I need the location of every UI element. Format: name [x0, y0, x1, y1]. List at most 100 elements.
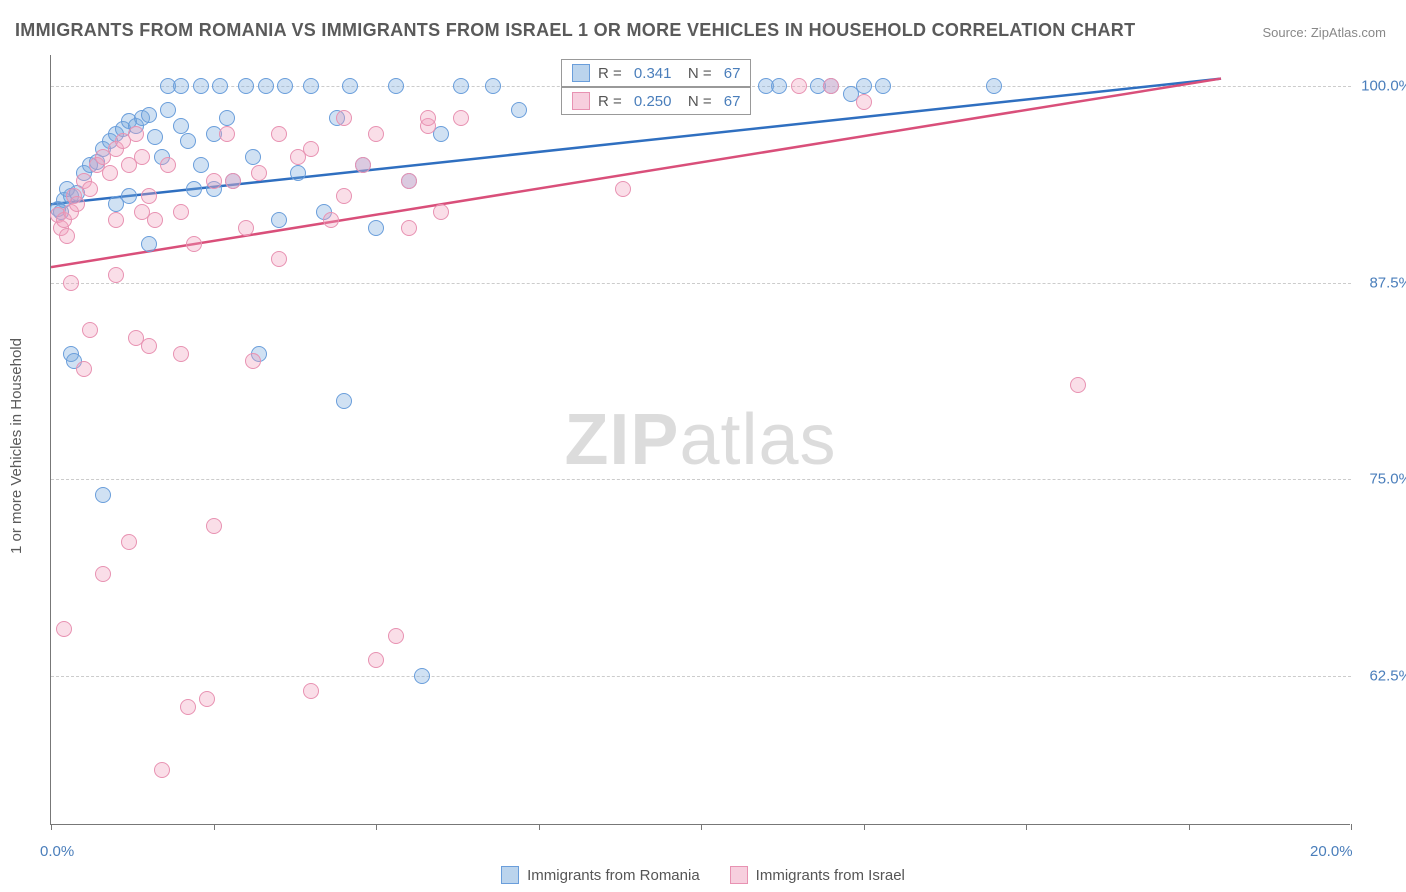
scatter-point — [141, 107, 157, 123]
chart-container: IMMIGRANTS FROM ROMANIA VS IMMIGRANTS FR… — [0, 0, 1406, 892]
scatter-point — [245, 149, 261, 165]
scatter-point — [82, 181, 98, 197]
scatter-point — [336, 110, 352, 126]
scatter-point — [290, 165, 306, 181]
scatter-point — [206, 173, 222, 189]
scatter-point — [453, 110, 469, 126]
legend-label-israel: Immigrants from Israel — [756, 867, 905, 884]
y-axis-label: 1 or more Vehicles in Household — [8, 338, 25, 554]
scatter-point — [271, 126, 287, 142]
x-label-left: 0.0% — [40, 843, 74, 860]
scatter-point — [141, 236, 157, 252]
scatter-point — [420, 110, 436, 126]
scatter-point — [63, 275, 79, 291]
scatter-point — [368, 652, 384, 668]
scatter-point — [69, 196, 85, 212]
scatter-point — [368, 126, 384, 142]
scatter-point — [823, 78, 839, 94]
scatter-point — [180, 133, 196, 149]
scatter-point — [1070, 377, 1086, 393]
scatter-point — [336, 393, 352, 409]
scatter-point — [219, 126, 235, 142]
scatter-point — [511, 102, 527, 118]
scatter-point — [186, 181, 202, 197]
x-label-right: 20.0% — [1310, 843, 1353, 860]
scatter-point — [95, 487, 111, 503]
scatter-point — [102, 165, 118, 181]
scatter-point — [271, 212, 287, 228]
scatter-point — [485, 78, 501, 94]
scatter-point — [401, 220, 417, 236]
scatter-point — [245, 353, 261, 369]
y-tick-label: 75.0% — [1357, 471, 1406, 488]
legend-bottom: Immigrants from Romania Immigrants from … — [0, 866, 1406, 884]
scatter-point — [56, 621, 72, 637]
legend-item-israel: Immigrants from Israel — [730, 866, 905, 884]
scatter-point — [453, 78, 469, 94]
scatter-point — [173, 204, 189, 220]
scatter-point — [225, 173, 241, 189]
scatter-point — [856, 94, 872, 110]
scatter-point — [401, 173, 417, 189]
scatter-point — [160, 102, 176, 118]
scatter-point — [154, 762, 170, 778]
scatter-point — [342, 78, 358, 94]
scatter-point — [355, 157, 371, 173]
scatter-point — [277, 78, 293, 94]
y-tick-label: 62.5% — [1357, 667, 1406, 684]
scatter-point — [134, 204, 150, 220]
scatter-point — [147, 129, 163, 145]
scatter-point — [388, 628, 404, 644]
scatter-point — [121, 534, 137, 550]
scatter-point — [856, 78, 872, 94]
scatter-point — [193, 78, 209, 94]
scatter-point — [271, 251, 287, 267]
scatter-point — [986, 78, 1002, 94]
legend-swatch-romania — [501, 866, 519, 884]
scatter-point — [615, 181, 631, 197]
trend-lines — [51, 55, 1351, 825]
scatter-point — [141, 338, 157, 354]
scatter-point — [173, 78, 189, 94]
legend-swatch — [572, 92, 590, 110]
scatter-point — [212, 78, 228, 94]
scatter-point — [108, 267, 124, 283]
scatter-point — [108, 212, 124, 228]
legend-rn-s1: R = 0.341 N = 67 — [561, 59, 751, 87]
scatter-point — [95, 566, 111, 582]
y-tick-label: 100.0% — [1357, 78, 1406, 95]
scatter-point — [160, 157, 176, 173]
scatter-point — [251, 165, 267, 181]
scatter-point — [134, 149, 150, 165]
legend-swatch — [572, 64, 590, 82]
scatter-point — [219, 110, 235, 126]
scatter-point — [59, 228, 75, 244]
scatter-point — [82, 322, 98, 338]
scatter-point — [414, 668, 430, 684]
scatter-point — [206, 518, 222, 534]
scatter-point — [76, 361, 92, 377]
scatter-point — [336, 188, 352, 204]
scatter-point — [186, 236, 202, 252]
scatter-point — [875, 78, 891, 94]
y-tick-label: 87.5% — [1357, 274, 1406, 291]
scatter-point — [388, 78, 404, 94]
legend-item-romania: Immigrants from Romania — [501, 866, 700, 884]
scatter-point — [433, 204, 449, 220]
scatter-point — [121, 188, 137, 204]
x-tick — [1351, 824, 1352, 830]
scatter-point — [368, 220, 384, 236]
scatter-point — [771, 78, 787, 94]
legend-rn-s2: R = 0.250 N = 67 — [561, 87, 751, 115]
scatter-point — [303, 141, 319, 157]
scatter-point — [141, 188, 157, 204]
scatter-point — [173, 118, 189, 134]
plot-area: ZIPatlas 62.5%75.0%87.5%100.0%R = 0.341 … — [50, 55, 1350, 825]
scatter-point — [791, 78, 807, 94]
scatter-point — [238, 220, 254, 236]
scatter-point — [238, 78, 254, 94]
scatter-point — [303, 78, 319, 94]
scatter-point — [180, 699, 196, 715]
legend-swatch-israel — [730, 866, 748, 884]
legend-label-romania: Immigrants from Romania — [527, 867, 700, 884]
